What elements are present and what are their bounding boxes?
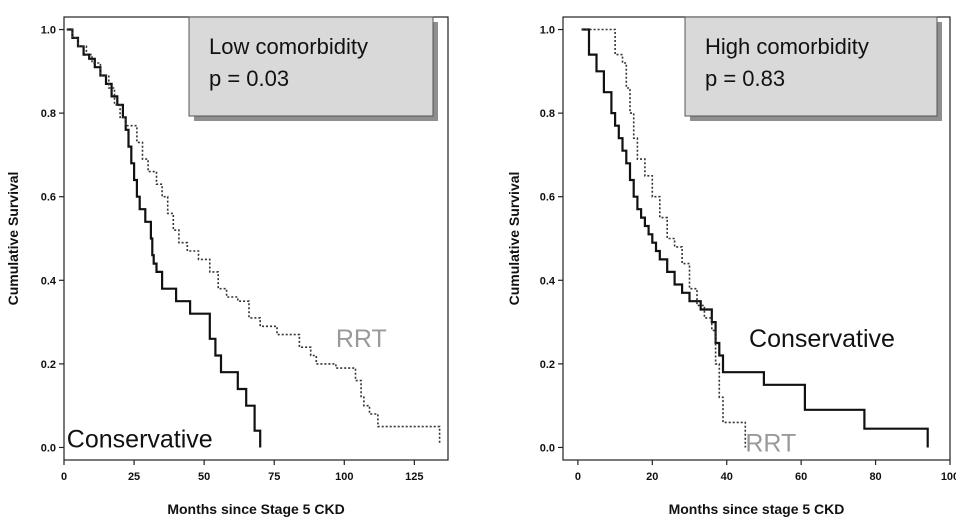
- y-tick-label: 1.0: [41, 25, 56, 37]
- legend-panel: [188, 16, 434, 117]
- legend-panel: [684, 16, 938, 117]
- legend-p-value: p = 0.03: [209, 66, 289, 91]
- x-tick-label: 0: [575, 471, 581, 483]
- legend-box: High comorbidity p = 0.83: [684, 16, 942, 121]
- series-conservative-line: [581, 28, 929, 448]
- series-rrt-line: [581, 28, 747, 448]
- y-tick-label: 0.2: [540, 359, 555, 371]
- x-tick-label: 50: [198, 471, 210, 483]
- y-tick-label: 0.4: [540, 275, 556, 287]
- x-tick-label: 80: [869, 471, 881, 483]
- x-tick-label: 20: [646, 471, 658, 483]
- x-tick-label: 40: [721, 471, 733, 483]
- x-tick-label: 75: [268, 471, 280, 483]
- series-rrt-line: [66, 28, 441, 444]
- x-tick-label: 0: [61, 471, 67, 483]
- x-tick-label: 125: [405, 471, 423, 483]
- x-tick-label: 100: [941, 471, 956, 483]
- y-tick-label: 0.4: [41, 275, 57, 287]
- legend-box: Low comorbidity p = 0.03: [188, 16, 438, 121]
- panel-1: 0.0 0.2 0.4 0.6 0.8 1.0 0 25 50 75 100 125 Months si…: [5, 16, 449, 517]
- y-tick-label: 0.6: [540, 192, 555, 204]
- y-tick-label: 0.0: [540, 442, 555, 454]
- legend-title: High comorbidity: [705, 34, 869, 59]
- legend-title: Low comorbidity: [209, 34, 368, 59]
- annotation-conservative: Conservative: [67, 425, 213, 453]
- x-tick-label: 25: [128, 471, 140, 483]
- series-conservative-line: [66, 28, 262, 448]
- x-axis-label: Months since stage 5 CKD: [669, 501, 845, 517]
- x-tick-label: 60: [795, 471, 807, 483]
- y-tick-label: 0.2: [41, 359, 56, 371]
- legend-p-value: p = 0.83: [705, 66, 785, 91]
- annotation-rrt: RRT: [745, 430, 796, 458]
- y-axis-label: Cumulative Survival: [506, 172, 522, 306]
- annotation-conservative: Conservative: [749, 325, 895, 353]
- y-tick-label: 0.6: [41, 192, 56, 204]
- x-tick-label: 100: [335, 471, 353, 483]
- y-tick-label: 1.0: [540, 25, 555, 37]
- panel-2: 0.0 0.2 0.4 0.6 0.8 1.0 0 20 40 60 80 100 Months sin…: [506, 16, 956, 517]
- y-tick-label: 0.0: [41, 442, 56, 454]
- x-axis-label: Months since Stage 5 CKD: [167, 501, 344, 517]
- y-axis-label: Cumulative Survival: [5, 172, 21, 306]
- y-tick-label: 0.8: [540, 108, 555, 120]
- y-tick-label: 0.8: [41, 108, 56, 120]
- annotation-rrt: RRT: [336, 325, 387, 353]
